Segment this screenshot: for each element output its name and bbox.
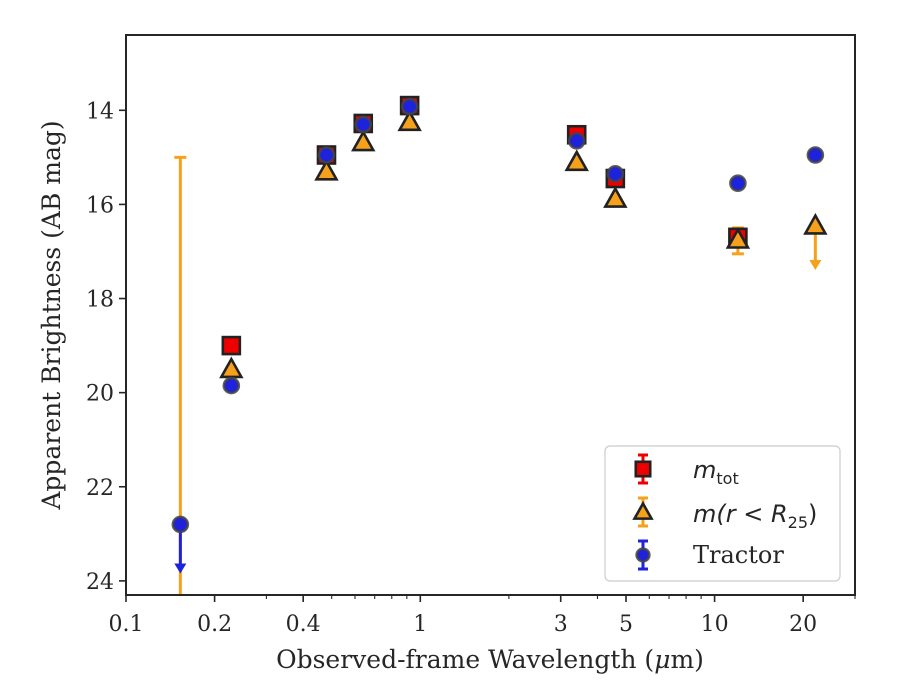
data-point-mr25 <box>803 212 828 235</box>
y-tick-label: 22 <box>86 476 114 501</box>
data-point-tractor <box>317 146 336 164</box>
y-axis-label: Apparent Brightness (AB mag) <box>37 120 66 510</box>
y-tick-label: 16 <box>86 193 114 218</box>
data-point-tractor <box>606 165 625 183</box>
x-tick-label: 0.2 <box>197 612 232 637</box>
data-point-mr25 <box>351 129 376 152</box>
x-tick-label: 5 <box>619 612 633 637</box>
data-point-mtot <box>221 335 242 356</box>
data-point-tractor <box>222 376 241 395</box>
data-point-tractor <box>354 115 373 134</box>
data-point-mr25 <box>725 227 751 249</box>
legend-markers <box>632 453 654 571</box>
data-point-mr25 <box>564 149 589 172</box>
y-tick-label: 14 <box>86 99 114 124</box>
legend-label-mtot: mtot <box>693 456 739 488</box>
legend-label-mr25: m(r < R25) <box>693 500 817 532</box>
legend-marker-tractor <box>635 547 651 563</box>
legend-frame <box>604 445 841 582</box>
x-tick-label: 1 <box>413 612 427 637</box>
data-point-mr25 <box>314 158 339 181</box>
data-point-tractor <box>806 146 825 164</box>
x-axis-label: Observed-frame Wavelength (μm) <box>276 645 704 674</box>
x-tick-label: 20 <box>789 612 817 637</box>
data-point-mr25 <box>397 109 422 132</box>
x-tick-label: 3 <box>554 612 568 637</box>
data-point-tractor <box>567 132 586 150</box>
data-points <box>171 95 828 534</box>
y-tick-label: 18 <box>86 288 114 313</box>
limit-arrow-head <box>174 563 187 574</box>
limit-arrow-head <box>809 259 822 270</box>
legend: mtot m(r < R25) Tractor <box>604 445 841 582</box>
y-tick-label: 24 <box>86 570 114 595</box>
plot-frame <box>125 34 856 596</box>
x-tick-label: 0.1 <box>109 612 144 637</box>
legend-marker-mr25 <box>632 500 654 520</box>
data-point-tractor <box>171 515 190 534</box>
legend-marker-mtot <box>634 460 652 478</box>
data-point-tractor <box>400 97 419 116</box>
data-point-mr25 <box>603 186 628 208</box>
legend-label-tractor: Tractor <box>693 541 784 569</box>
x-tick-label: 0.4 <box>286 612 321 637</box>
axis-ticks: 0.1 0.2 0.4 1 3 5 10 20 14 16 18 20 22 24 <box>86 99 856 637</box>
y-tick-label: 20 <box>86 382 114 407</box>
data-point-tractor <box>729 174 747 193</box>
x-tick-label: 10 <box>701 612 729 637</box>
